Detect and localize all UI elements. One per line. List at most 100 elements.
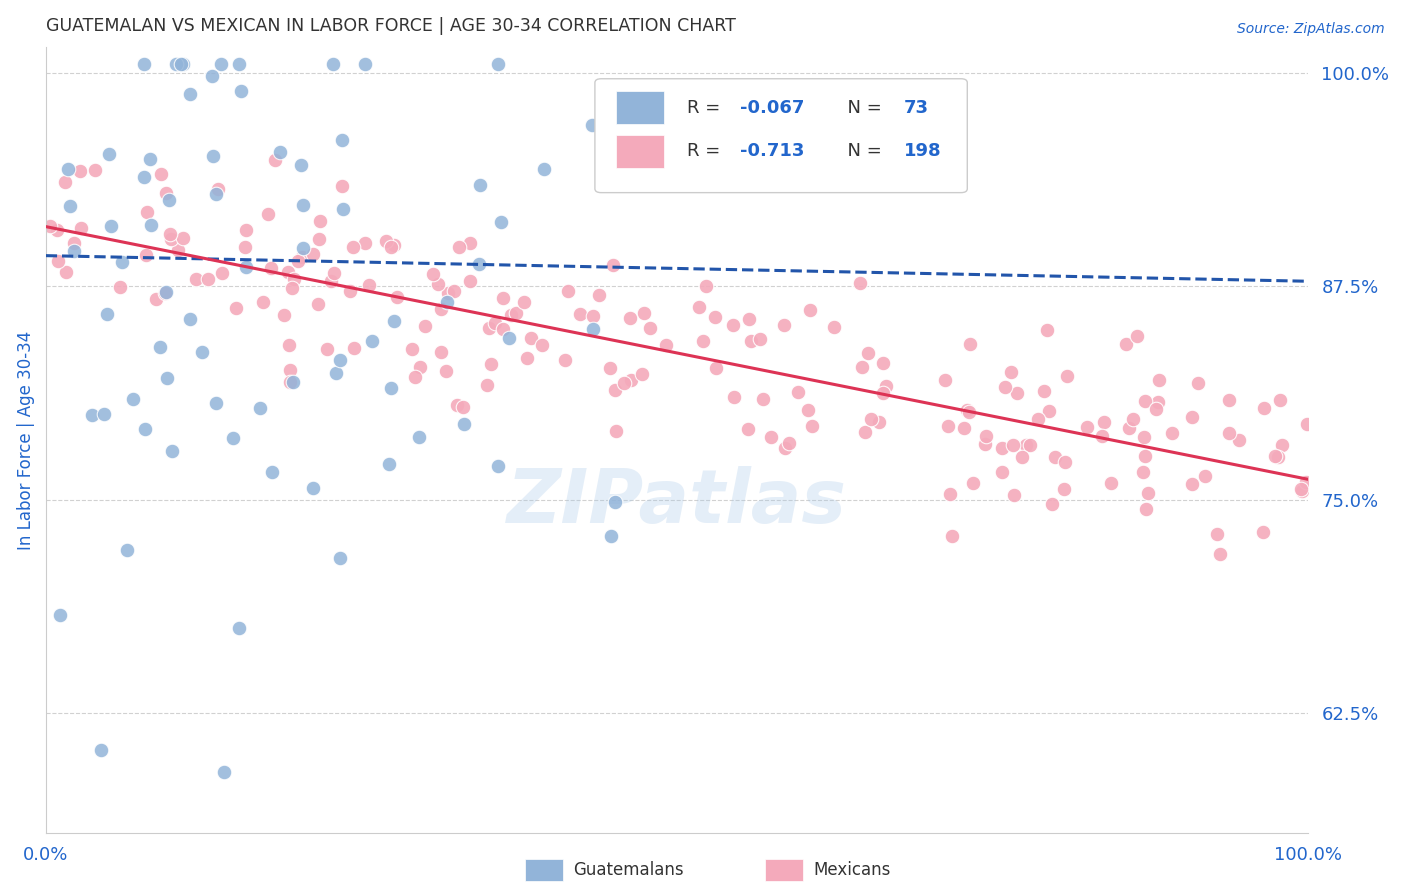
Point (228, 622, 250, 636)
Point (427, 277, 450, 291)
Point (486, 57, 509, 71)
Point (211, 267, 233, 281)
Point (1291, 484, 1313, 499)
FancyBboxPatch shape (595, 78, 967, 193)
Point (1132, 465, 1154, 479)
Point (53, 175, 76, 189)
Point (1053, 482, 1076, 496)
Point (489, 215, 512, 229)
Point (45, 222, 67, 236)
Point (934, 373, 956, 387)
Point (291, 250, 314, 264)
Point (1289, 482, 1312, 496)
Point (235, 260, 257, 274)
Point (723, 390, 745, 404)
Point (329, 550, 352, 565)
Point (1136, 486, 1159, 500)
Point (799, 302, 821, 317)
Point (582, 309, 605, 323)
Point (1144, 401, 1167, 416)
Text: Mexicans: Mexicans (813, 862, 890, 880)
Point (160, 443, 183, 458)
Point (263, 153, 285, 168)
Point (1118, 421, 1140, 435)
Point (360, 334, 382, 348)
Point (600, 529, 623, 543)
Point (447, 240, 470, 254)
Point (602, 258, 624, 272)
Point (1036, 323, 1059, 337)
Point (322, 266, 344, 280)
Point (453, 417, 475, 431)
Point (82, 408, 104, 422)
Point (957, 405, 980, 419)
Point (108, 279, 131, 293)
Point (156, 371, 179, 385)
Point (69, 164, 91, 178)
Point (380, 240, 402, 254)
Point (1147, 395, 1170, 409)
Point (620, 373, 643, 387)
Point (205, 186, 228, 201)
Point (278, 375, 301, 389)
Point (145, 292, 167, 306)
Point (1229, 433, 1251, 447)
Point (486, 458, 509, 473)
Point (1004, 488, 1026, 502)
Point (1135, 393, 1157, 408)
Point (233, 239, 256, 253)
Point (446, 398, 468, 412)
Point (132, 57, 155, 71)
Point (939, 487, 962, 501)
Point (170, 57, 193, 71)
Text: -0.713: -0.713 (740, 142, 804, 160)
Point (721, 318, 744, 333)
Text: ZIPatlas: ZIPatlas (508, 467, 846, 540)
Point (468, 178, 491, 193)
Point (292, 241, 315, 255)
Point (322, 57, 344, 71)
Point (868, 416, 890, 430)
Point (59, 199, 82, 213)
Point (38, 219, 60, 233)
Point (1135, 501, 1157, 516)
Point (135, 247, 157, 261)
Point (260, 261, 283, 276)
Point (430, 301, 453, 316)
Point (301, 246, 323, 260)
Point (797, 403, 820, 417)
Point (633, 306, 655, 320)
Point (1295, 475, 1317, 489)
Point (197, 272, 219, 286)
Point (63, 236, 86, 251)
Point (773, 441, 796, 455)
Point (613, 376, 636, 390)
Point (413, 318, 436, 333)
Point (155, 186, 177, 200)
Point (505, 306, 527, 320)
Point (1099, 476, 1122, 491)
Point (354, 236, 377, 251)
Point (409, 360, 432, 375)
Point (149, 340, 172, 354)
Point (207, 182, 229, 196)
Point (342, 240, 364, 254)
Point (309, 214, 332, 228)
Point (953, 421, 976, 435)
Point (159, 227, 181, 241)
Point (134, 422, 156, 436)
Point (1181, 476, 1204, 491)
Point (155, 285, 177, 300)
Point (179, 87, 201, 102)
Point (422, 268, 444, 282)
Point (184, 271, 207, 285)
Point (249, 401, 271, 416)
Point (492, 322, 515, 336)
Point (533, 162, 555, 177)
Y-axis label: In Labor Force | Age 30-34: In Labor Force | Age 30-34 (17, 330, 35, 549)
Point (329, 353, 352, 368)
Point (1121, 412, 1143, 426)
Point (695, 279, 717, 293)
Point (823, 319, 845, 334)
Point (479, 357, 502, 371)
